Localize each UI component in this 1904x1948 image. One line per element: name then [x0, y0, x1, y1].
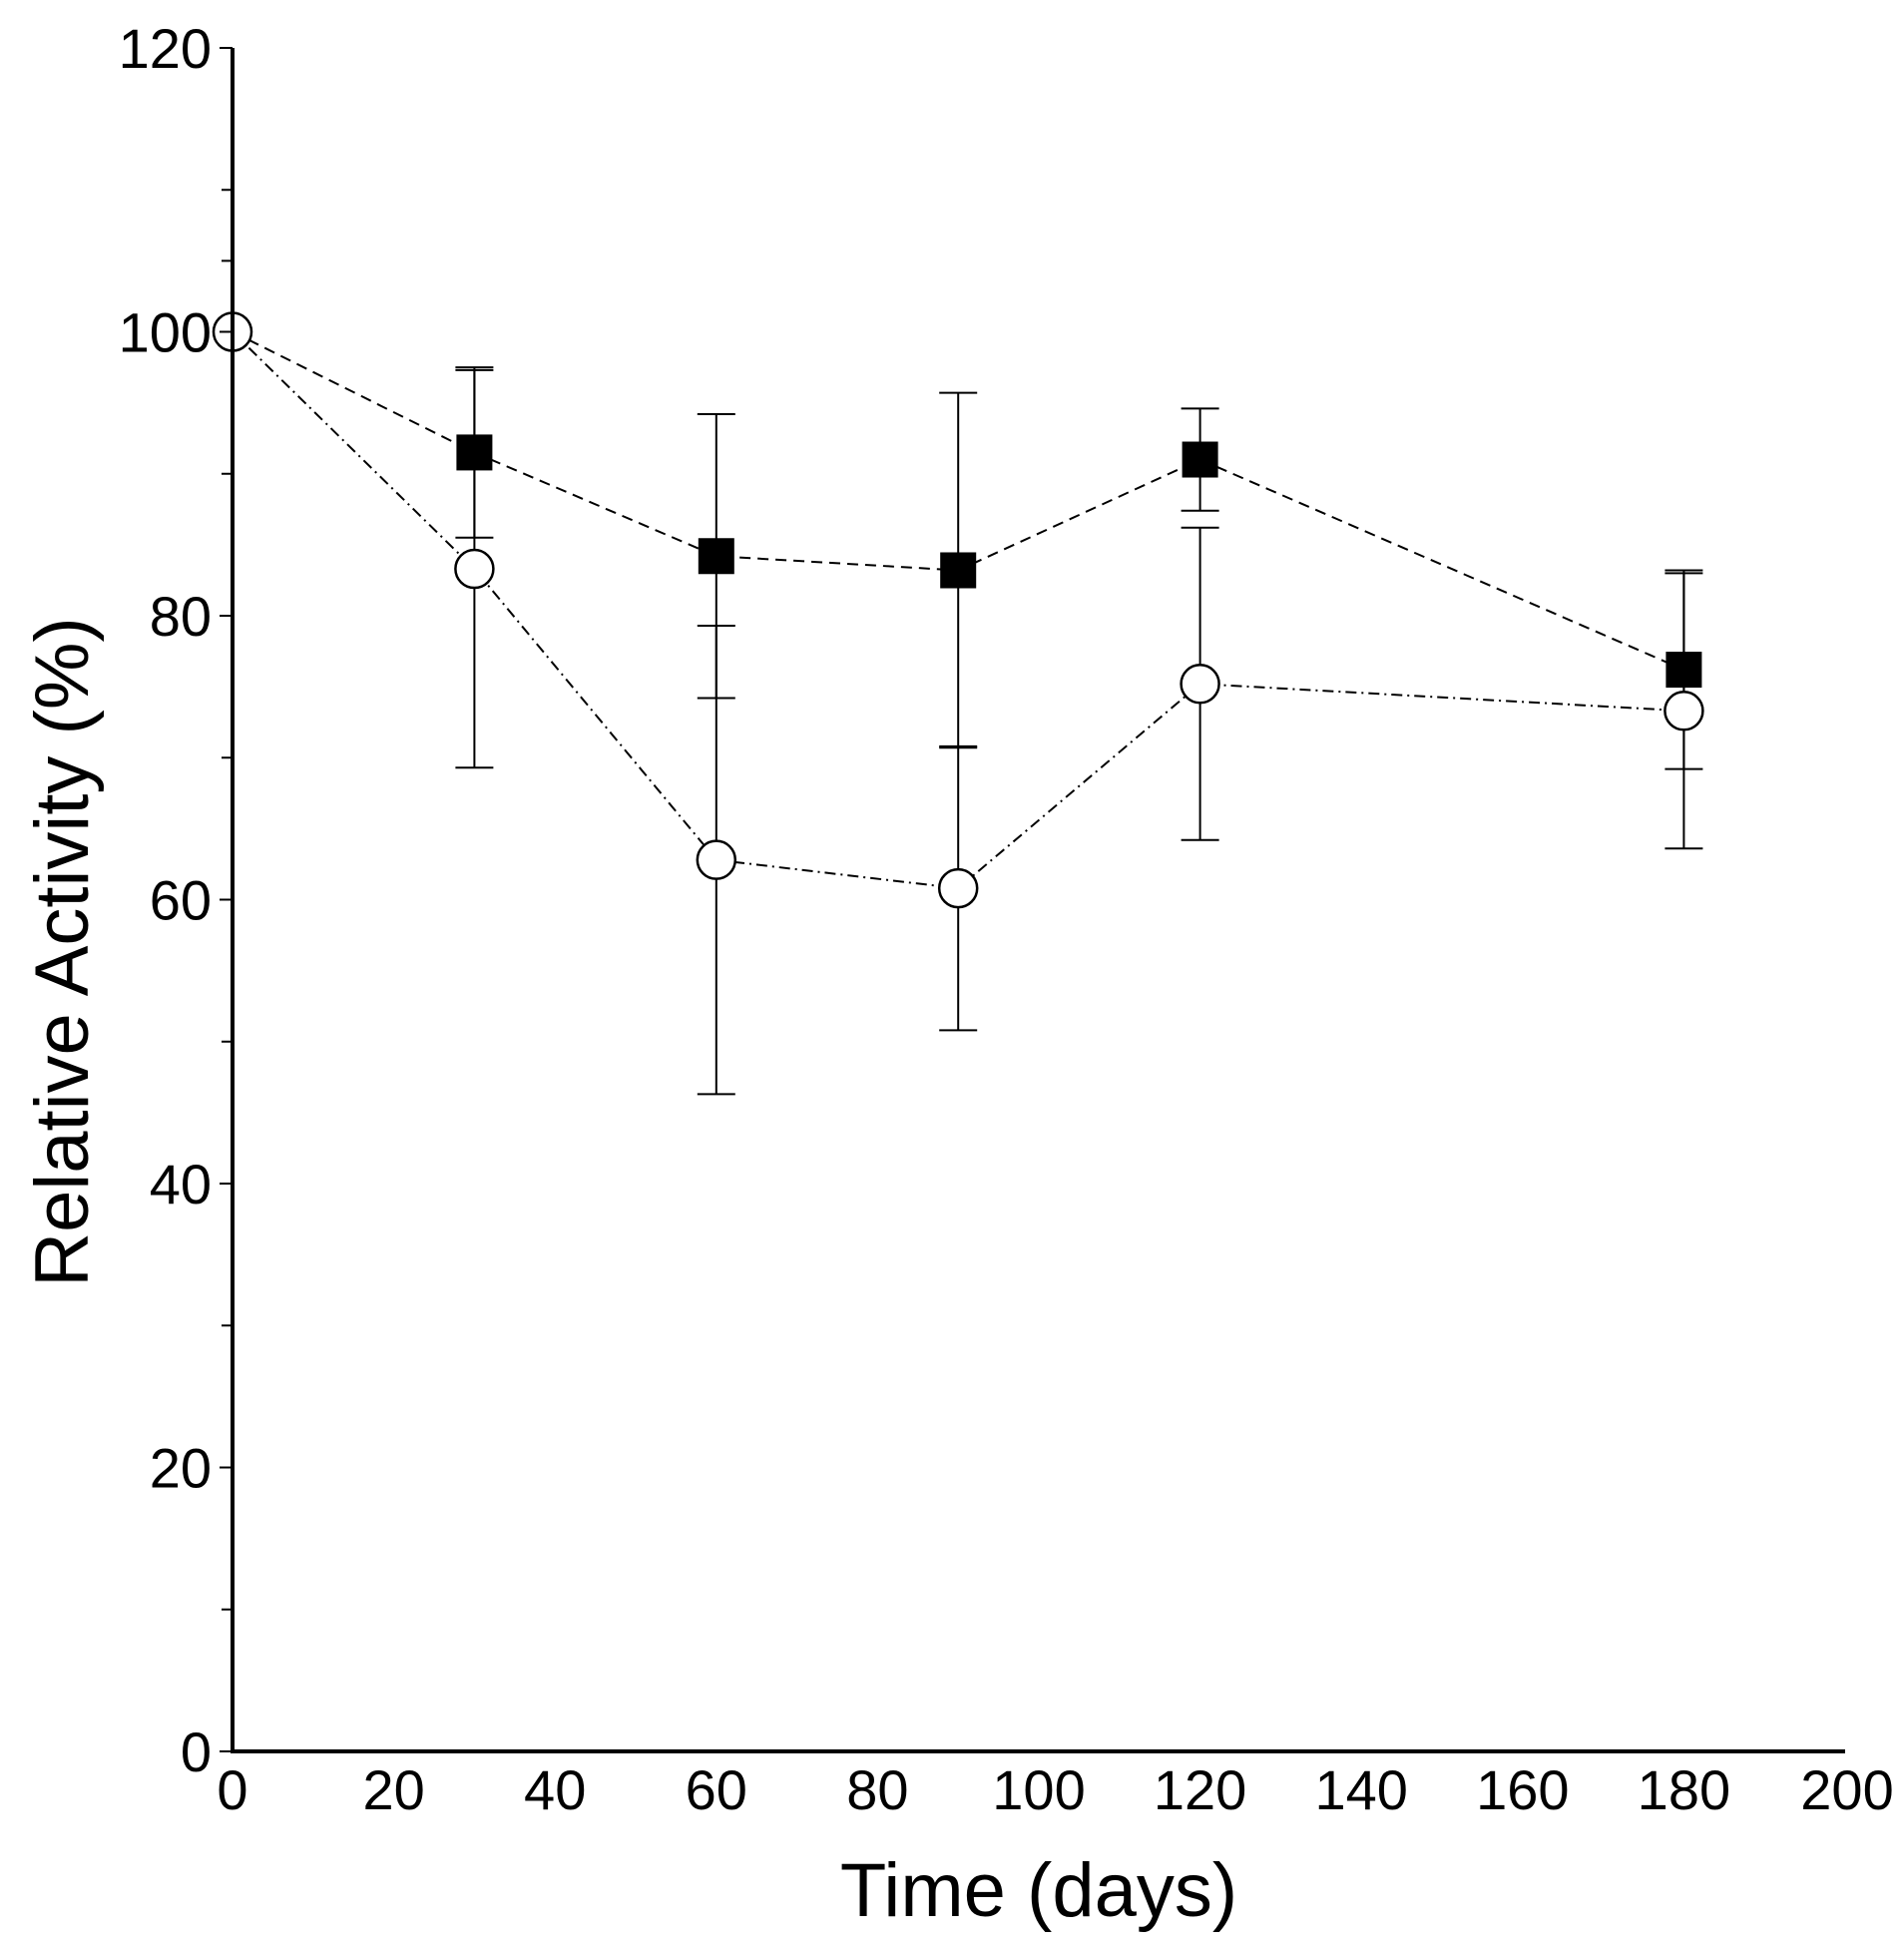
- x-tick-label: 160: [1476, 1758, 1569, 1821]
- x-tick-label: 0: [217, 1758, 247, 1821]
- x-tick-label: 120: [1154, 1758, 1246, 1821]
- square-marker: [940, 552, 977, 589]
- square-marker: [1666, 652, 1702, 689]
- x-tick-label: 60: [686, 1758, 747, 1821]
- ticks: 0 20 40 60 80 100 120 140 160 180 200 0 20 40 60 80 100 1…: [119, 17, 1894, 1821]
- circle-marker: [454, 548, 495, 590]
- x-tick-label: 180: [1638, 1758, 1730, 1821]
- x-tick-label: 100: [992, 1758, 1085, 1821]
- square-marker: [1182, 441, 1218, 478]
- circle-marker: [1180, 664, 1220, 705]
- x-tick-label: 40: [524, 1758, 586, 1821]
- x-tick-label: 140: [1314, 1758, 1407, 1821]
- axes: [231, 48, 1845, 1753]
- y-tick-label: 120: [119, 17, 212, 80]
- series-line-1: [232, 330, 1684, 671]
- y-tick-label: 0: [181, 1720, 212, 1783]
- circle-marker: [696, 839, 737, 880]
- series-line-2: [232, 330, 1684, 890]
- x-tick-label: 20: [362, 1758, 424, 1821]
- error-bars: [455, 366, 1703, 1096]
- x-tick-label: 80: [846, 1758, 908, 1821]
- series-markers: [212, 311, 1704, 909]
- square-marker: [698, 538, 734, 575]
- y-tick-label: 80: [150, 585, 212, 648]
- x-tick-label: 200: [1800, 1758, 1893, 1821]
- y-tick-label: 100: [119, 301, 212, 364]
- y-tick-label: 40: [150, 1153, 212, 1216]
- y-axis-title: Relative Activity (%): [20, 617, 105, 1287]
- x-axis-title: Time (days): [840, 1848, 1237, 1933]
- y-tick-label: 20: [150, 1437, 212, 1500]
- square-marker: [456, 434, 493, 471]
- circle-marker: [937, 867, 979, 909]
- circle-marker: [1664, 691, 1704, 731]
- y-tick-label: 60: [150, 869, 212, 932]
- series-lines: [232, 330, 1684, 890]
